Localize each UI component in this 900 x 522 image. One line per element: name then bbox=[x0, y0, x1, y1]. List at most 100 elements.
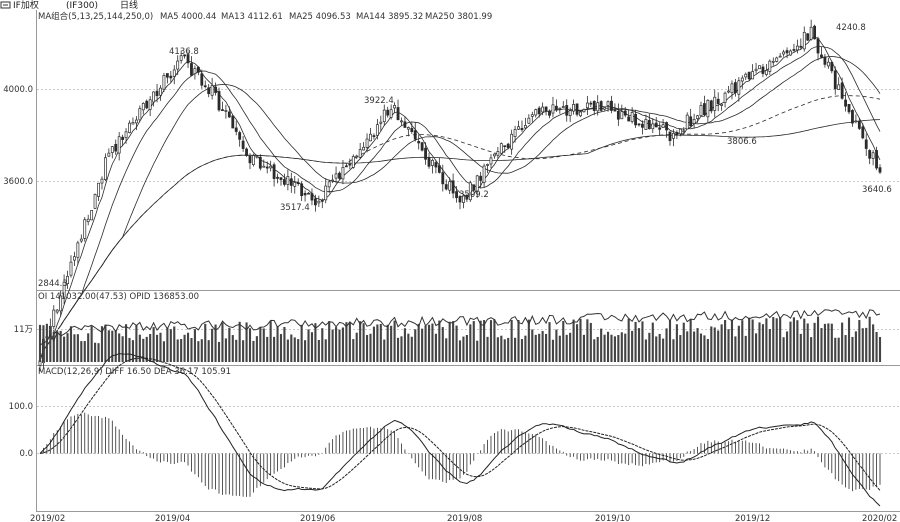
candle-body bbox=[854, 120, 858, 123]
main-indicator-label: MA组合(5,13,25,144,250,0) bbox=[38, 11, 153, 22]
candle-body bbox=[79, 238, 83, 242]
volume-bar bbox=[748, 317, 751, 362]
candle-body bbox=[227, 111, 231, 118]
volume-bar bbox=[851, 336, 854, 362]
candle-body bbox=[396, 107, 400, 121]
volume-bar bbox=[283, 326, 286, 362]
macd-diff-line bbox=[39, 353, 881, 507]
volume-bar bbox=[538, 333, 541, 362]
volume-bar bbox=[503, 339, 506, 362]
volume-bar bbox=[59, 330, 62, 362]
candle-body bbox=[720, 103, 724, 106]
volume-bar bbox=[49, 326, 52, 362]
ma13-legend: MA13 4112.61 bbox=[221, 12, 283, 22]
x-tick-2019-10: 2019/10 bbox=[595, 514, 630, 522]
candle-body bbox=[826, 61, 830, 67]
volume-bar bbox=[631, 330, 634, 362]
candle-body bbox=[661, 124, 665, 128]
candle-body bbox=[110, 146, 114, 153]
volume-bar bbox=[803, 318, 806, 362]
candle-body bbox=[283, 179, 286, 185]
volume-bar bbox=[641, 321, 644, 362]
volume-bar bbox=[810, 337, 813, 362]
volume-bar bbox=[730, 319, 734, 362]
candle-body bbox=[840, 82, 844, 99]
volume-bar bbox=[441, 327, 444, 362]
candle-body bbox=[100, 178, 104, 184]
instrument-tab[interactable]: (IF300) bbox=[66, 1, 98, 11]
volume-bar bbox=[224, 338, 227, 362]
volume-bar bbox=[145, 336, 148, 362]
candle-body bbox=[458, 196, 462, 203]
volume-bar bbox=[868, 316, 871, 362]
candle-body bbox=[703, 103, 706, 116]
candle-body bbox=[93, 194, 97, 209]
annotation-low-start: 2844.3 bbox=[38, 279, 68, 289]
volume-bar bbox=[872, 324, 875, 362]
candle-body bbox=[369, 133, 372, 142]
volume-bar bbox=[827, 323, 830, 362]
candle-body bbox=[585, 102, 589, 109]
candle-body bbox=[375, 124, 379, 136]
volume-bar bbox=[737, 325, 740, 362]
window-title: IF加权 bbox=[13, 0, 39, 11]
period-selector[interactable]: 日线 bbox=[120, 0, 138, 11]
volume-bar bbox=[355, 332, 358, 362]
candle-body bbox=[441, 172, 445, 185]
candle-body bbox=[627, 116, 631, 122]
candle-body bbox=[272, 164, 276, 179]
candle-body bbox=[795, 45, 799, 51]
candle-body bbox=[551, 104, 555, 114]
candle-body bbox=[654, 122, 658, 128]
candle-body bbox=[723, 92, 727, 103]
candle-body bbox=[851, 110, 854, 124]
volume-bar bbox=[180, 339, 183, 362]
candle-body bbox=[871, 152, 875, 159]
volume-bar bbox=[190, 338, 193, 362]
volume-bar bbox=[183, 334, 186, 362]
candle-body bbox=[864, 139, 868, 149]
volume-bar bbox=[400, 336, 403, 362]
volume-bar bbox=[63, 336, 66, 362]
candle-body bbox=[300, 183, 304, 196]
volume-bar bbox=[620, 332, 623, 362]
volume-bar bbox=[565, 334, 568, 362]
volume-bar bbox=[259, 327, 262, 362]
candle-body bbox=[55, 309, 59, 313]
x-tick-2019-12: 2019/12 bbox=[735, 514, 770, 522]
volume-bar bbox=[359, 321, 362, 362]
candlestick-series bbox=[38, 19, 882, 372]
volume-bar bbox=[493, 319, 496, 362]
candle-body bbox=[833, 70, 837, 90]
candle-body bbox=[462, 195, 465, 203]
annotation-low-august: 3509.2 bbox=[459, 190, 489, 200]
candle-body bbox=[307, 192, 310, 195]
candle-body bbox=[379, 121, 383, 124]
volume-bar bbox=[858, 320, 861, 362]
candle-body bbox=[403, 121, 407, 128]
volume-bar bbox=[87, 333, 90, 362]
volume-bar bbox=[579, 318, 582, 362]
candle-body bbox=[451, 180, 455, 194]
volume-bar bbox=[785, 331, 789, 362]
volume-bar bbox=[410, 336, 413, 362]
volume-bar bbox=[73, 334, 76, 362]
candle-body bbox=[534, 109, 538, 116]
candle-body bbox=[424, 147, 427, 160]
volume-bar bbox=[823, 323, 826, 362]
candle-body bbox=[785, 50, 789, 54]
candle-body bbox=[448, 181, 452, 191]
volume-bar bbox=[335, 327, 338, 362]
volume-bar bbox=[173, 326, 176, 362]
volume-bar bbox=[379, 323, 382, 362]
volume-bar bbox=[792, 317, 795, 362]
candle-body bbox=[747, 71, 751, 80]
candle-body bbox=[214, 86, 217, 93]
volume-bar bbox=[107, 330, 110, 362]
volume-bar bbox=[279, 334, 283, 362]
candle-body bbox=[200, 73, 204, 86]
volume-bar bbox=[593, 339, 596, 362]
candle-body bbox=[86, 218, 90, 222]
volume-bar bbox=[720, 324, 723, 362]
volume-bar bbox=[741, 320, 744, 362]
